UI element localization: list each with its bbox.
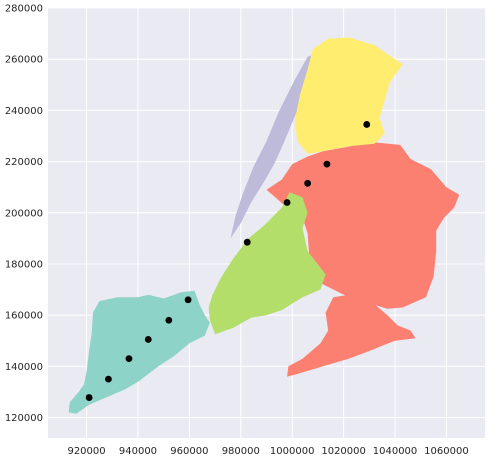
y-tick-label: 120000 xyxy=(5,413,43,424)
y-axis-ticks: 120000 140000 160000 180000 200000 220000 2400… xyxy=(5,4,43,425)
data-point xyxy=(323,160,331,168)
map-region xyxy=(294,37,403,154)
data-point xyxy=(85,394,93,401)
map-region xyxy=(208,192,326,335)
data-point xyxy=(304,179,312,187)
data-point xyxy=(165,316,173,324)
map-region xyxy=(287,294,416,377)
data-point xyxy=(363,121,371,128)
x-tick-label: 960000 xyxy=(170,446,208,457)
x-tick-label: 1040000 xyxy=(373,446,418,457)
x-tick-label: 1060000 xyxy=(424,446,469,457)
x-tick-label: 1000000 xyxy=(270,446,315,457)
data-point xyxy=(125,355,133,363)
y-tick-label: 240000 xyxy=(5,106,43,117)
x-axis-ticks: 920000 940000 960000 980000 1000000 1020000 10… xyxy=(67,446,468,457)
y-tick-label: 280000 xyxy=(5,4,43,15)
y-tick-label: 260000 xyxy=(5,55,43,66)
data-point xyxy=(243,238,251,246)
x-tick-label: 920000 xyxy=(67,446,105,457)
x-tick-label: 1020000 xyxy=(321,446,366,457)
data-points xyxy=(85,121,371,401)
y-tick-label: 160000 xyxy=(5,311,43,322)
data-point xyxy=(144,336,152,343)
data-point xyxy=(184,296,192,304)
data-point xyxy=(105,375,112,383)
x-tick-label: 940000 xyxy=(119,446,157,457)
y-tick-label: 200000 xyxy=(5,208,43,219)
map-region xyxy=(68,290,210,414)
map-regions xyxy=(68,37,460,414)
data-point xyxy=(283,199,291,206)
y-tick-label: 220000 xyxy=(5,157,43,168)
y-tick-label: 140000 xyxy=(5,362,43,373)
map-region xyxy=(230,54,316,239)
y-tick-label: 180000 xyxy=(5,259,43,270)
x-tick-label: 980000 xyxy=(222,446,260,457)
